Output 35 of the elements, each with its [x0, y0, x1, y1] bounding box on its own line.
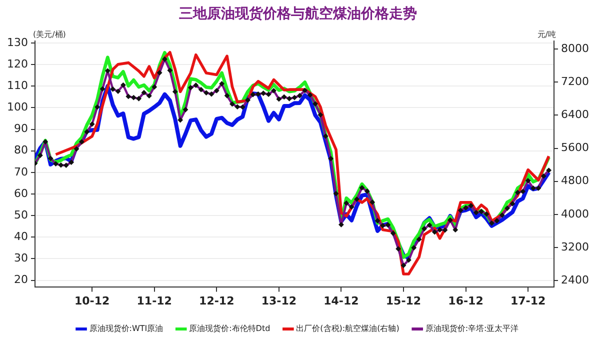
legend-label: 原油现货价:辛塔:亚太平洋	[425, 324, 519, 334]
y-tick-label: 60	[14, 186, 28, 200]
legend-label: 原油现货价:WTI原油	[89, 324, 164, 334]
x-tick-label: 11-12	[136, 294, 172, 308]
y2-tick-label: 5600	[561, 141, 590, 154]
y-tick-label: 30	[14, 252, 28, 265]
x-tick-label: 10-12	[74, 294, 110, 308]
y-tick-label: 110	[6, 78, 28, 92]
y-tick-label: 50	[14, 208, 28, 222]
x-tick-label: 13-12	[261, 294, 297, 308]
y-tick-label: 130	[6, 36, 28, 49]
y2-tick-label: 4000	[561, 207, 590, 220]
y2-axis-title: 元/吨	[537, 30, 556, 39]
x-tick-label: 16-12	[448, 294, 484, 308]
x-tick-label: 15-12	[386, 294, 422, 308]
y-tick-label: 80	[14, 144, 28, 157]
y-tick-label: 100	[6, 100, 28, 114]
y2-tick-label: 4800	[561, 174, 590, 188]
chart-title: 三地原油现货价格与航空煤油价格走势	[179, 5, 417, 22]
y-tick-label: 70	[14, 165, 28, 178]
y-tick-label: 20	[14, 273, 28, 286]
y2-tick-label: 8000	[561, 42, 590, 55]
y2-tick-label: 2400	[561, 273, 590, 286]
x-tick-label: 14-12	[324, 294, 359, 308]
y-tick-label: 90	[14, 122, 28, 136]
y2-tick-label: 3200	[561, 240, 590, 254]
y2-tick-label: 6400	[561, 108, 590, 122]
legend-label: 出厂价(含税):航空煤油(右轴)	[296, 324, 400, 334]
y-axis-title: (美元/桶)	[32, 30, 66, 39]
x-tick-label: 17-12	[510, 294, 546, 308]
y-tick-label: 40	[14, 230, 28, 244]
y-tick-label: 120	[6, 57, 28, 70]
legend-label: 原油现货价:布伦特Dtd	[189, 324, 270, 334]
y2-tick-label: 7200	[561, 75, 590, 88]
x-tick-label: 12-12	[199, 294, 234, 308]
